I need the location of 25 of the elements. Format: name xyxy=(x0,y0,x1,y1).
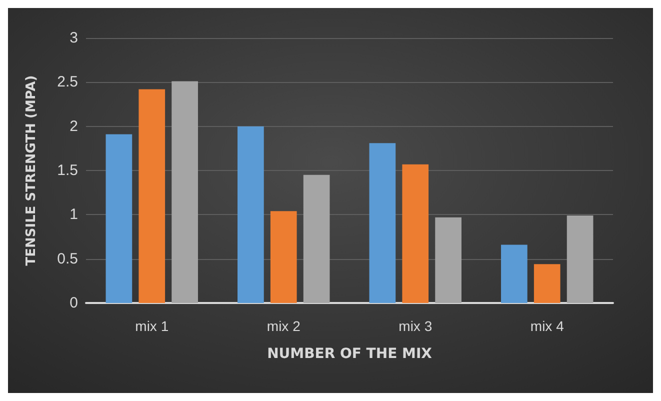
bar xyxy=(270,211,297,303)
y-tick-label: 0.5 xyxy=(57,250,78,268)
bar xyxy=(435,217,462,303)
y-tick-label: 0 xyxy=(70,294,78,312)
bar xyxy=(369,143,396,303)
y-tick-label: 3 xyxy=(70,30,78,46)
y-tick-label: 1 xyxy=(70,206,78,224)
x-tick-label: mix 4 xyxy=(530,318,564,334)
bar xyxy=(501,244,528,303)
y-tick-label: 1.5 xyxy=(57,162,78,179)
bar xyxy=(303,174,330,303)
bar xyxy=(402,164,429,303)
y-axis-title: TENSILE STRENGTH (MPA) xyxy=(24,75,39,266)
bar xyxy=(534,264,560,303)
bar xyxy=(566,216,594,303)
x-axis-title: NUMBER OF THE MIX xyxy=(267,346,432,362)
x-tick-label: mix 1 xyxy=(135,318,169,334)
bar xyxy=(138,89,166,303)
y-tick-label: 2.5 xyxy=(57,74,78,91)
bar xyxy=(238,126,264,303)
x-tick-label: mix 2 xyxy=(266,318,301,334)
x-tick-label: mix 3 xyxy=(398,318,432,334)
bar xyxy=(172,81,198,303)
bar xyxy=(106,134,132,303)
y-tick-label: 2 xyxy=(70,118,78,135)
